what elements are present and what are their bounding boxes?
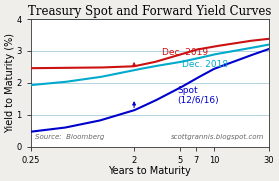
Text: Spot
(12/6/16): Spot (12/6/16) — [178, 86, 219, 105]
Text: Dec. 2018: Dec. 2018 — [182, 60, 228, 69]
Y-axis label: Yield to Maturity (%): Yield to Maturity (%) — [5, 33, 15, 133]
Text: Source:  Bloomberg: Source: Bloomberg — [35, 134, 105, 140]
Text: scottgrannis.blogspot.com: scottgrannis.blogspot.com — [171, 134, 264, 140]
Title: Treasury Spot and Forward Yield Curves: Treasury Spot and Forward Yield Curves — [28, 5, 271, 18]
X-axis label: Years to Maturity: Years to Maturity — [108, 166, 191, 176]
Text: Dec. 2019: Dec. 2019 — [162, 48, 208, 57]
